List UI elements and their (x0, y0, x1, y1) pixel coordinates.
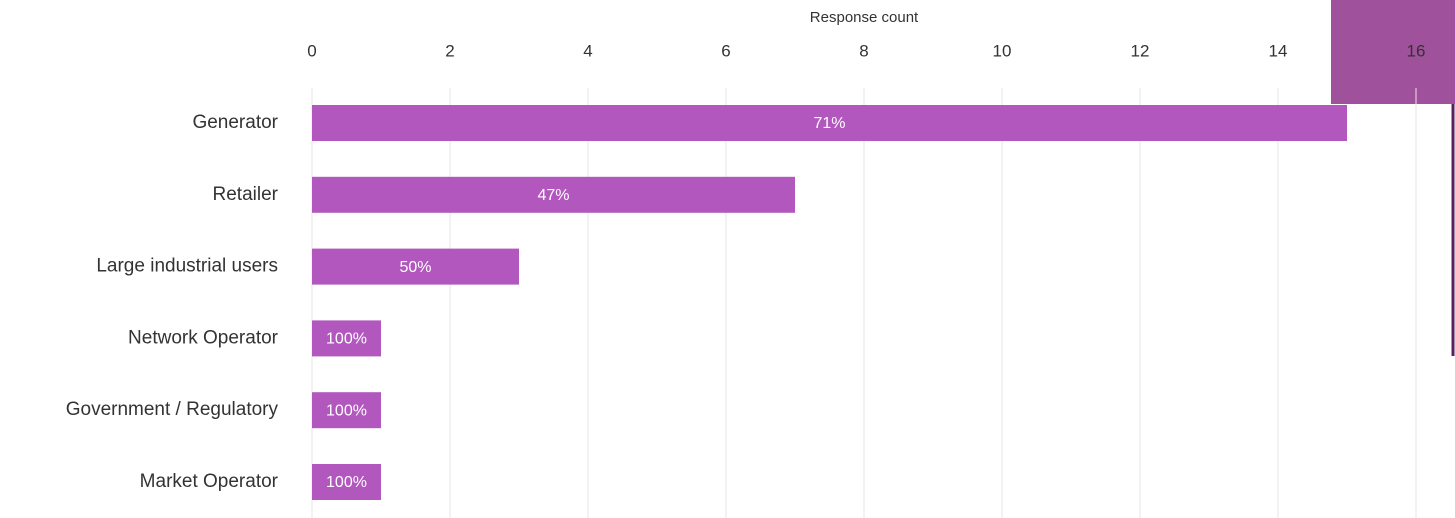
y-tick-label: Retailer (213, 184, 279, 205)
x-tick-label: 12 (1131, 41, 1150, 60)
x-tick-label: 14 (1269, 41, 1288, 60)
bar (312, 105, 1347, 141)
bar-label: 71% (813, 115, 845, 132)
bar-label: 100% (326, 331, 367, 348)
bar (312, 464, 381, 500)
axis-title: Response count (810, 9, 919, 26)
x-tick-label: 16 (1407, 41, 1426, 60)
bar (312, 176, 795, 213)
bar-label: 50% (399, 259, 431, 276)
y-tick-label: Market Operator (140, 471, 279, 492)
bar (312, 320, 381, 357)
x-tick-label: 10 (993, 41, 1012, 60)
bar (312, 392, 381, 429)
bar (312, 248, 519, 285)
x-tick-label: 8 (859, 41, 868, 60)
y-tick-label: Large industrial users (96, 256, 278, 277)
x-tick-label: 2 (445, 41, 454, 60)
x-tick-label: 6 (721, 41, 730, 60)
y-tick-label: Generator (192, 112, 278, 133)
highlight-box (1331, 0, 1455, 104)
x-tick-label: 4 (583, 41, 592, 60)
y-tick-label: Network Operator (128, 327, 279, 348)
bar-label: 100% (326, 402, 367, 419)
y-tick-label: Government / Regulatory (66, 399, 279, 420)
x-tick-label: 0 (307, 41, 316, 60)
bar-label: 47% (537, 187, 569, 204)
bar-label: 100% (326, 474, 367, 491)
